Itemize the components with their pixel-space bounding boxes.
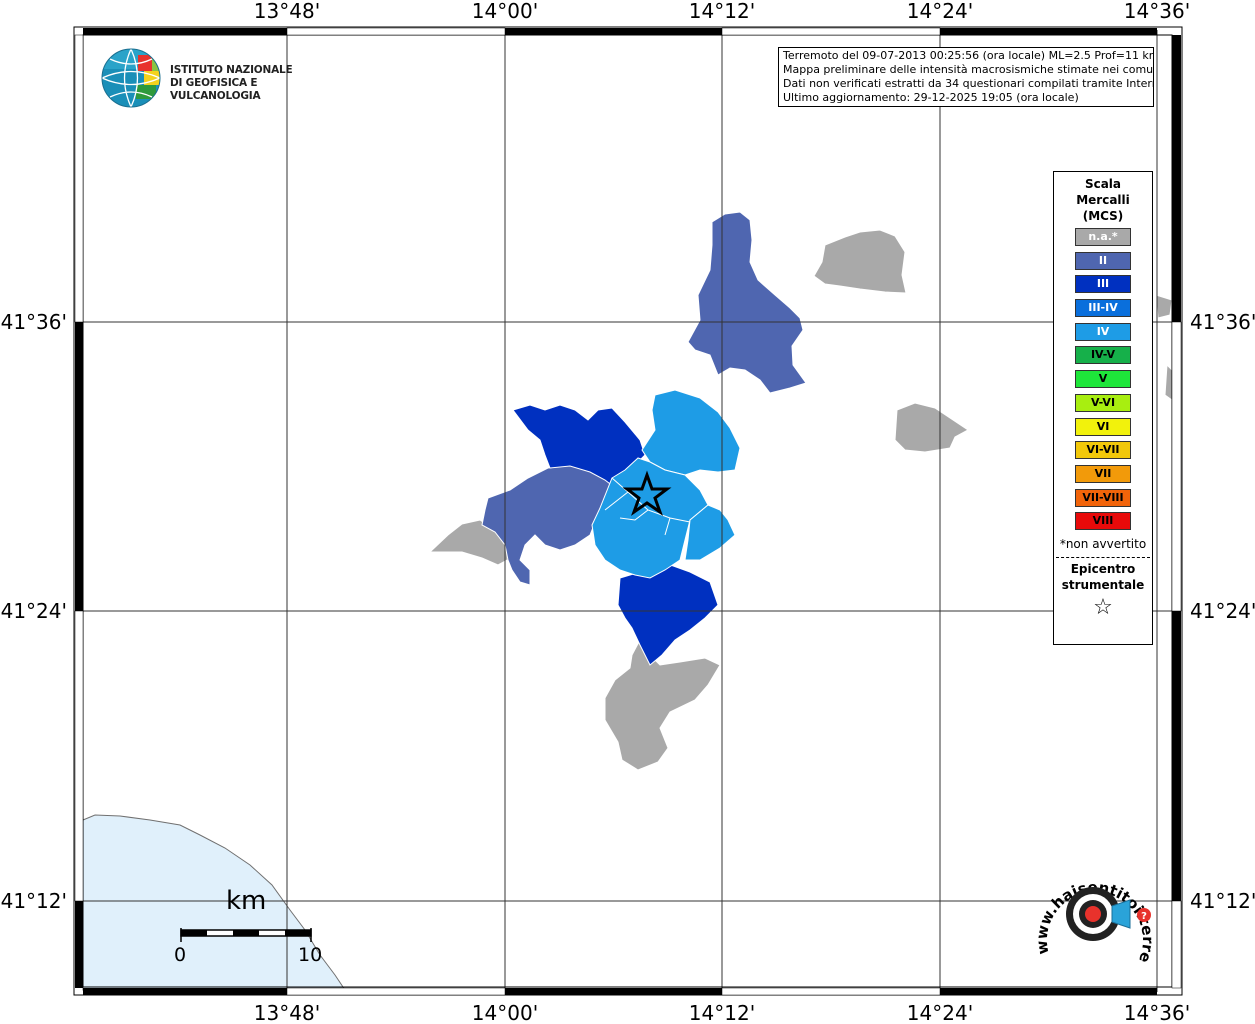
top-tick-label: 14°24' [907,0,973,23]
legend-swatch-vii: VII [1075,464,1131,483]
ingv-line1: ISTITUTO NAZIONALE [170,64,293,76]
top-tick-labels: 13°48' 14°00' 14°12' 14°24' 14°36' [254,0,1190,23]
legend-swatch-iv-v: IV-V [1075,346,1131,365]
legend-swatch-n-a-: n.a.* [1075,228,1131,246]
municipality-iv-north [641,389,741,476]
ingv-logo-text: ISTITUTO NAZIONALE DI GEOFISICA E VULCAN… [170,64,340,103]
right-tick-labels: 41°36' 41°24' 41°12' [1190,310,1255,913]
epicenter-legend-title: Epicentro strumentale [1054,561,1152,593]
graticule [83,30,1172,992]
municipality-na-1 [813,229,907,294]
scale-unit-label: km [226,886,267,916]
legend-title-line: Scala [1084,177,1122,191]
event-info-box: Terremoto del 09-07-2013 00:25:56 (ora l… [778,47,1154,107]
bottom-tick-label: 14°36' [1124,1001,1190,1024]
municipality-iii-south [617,562,719,666]
scale-label-zero: 0 [174,944,187,966]
ingv-line2: DI GEOFISICA E VULCANOLOGIA [170,77,261,102]
legend-swatch-viii: VIII [1075,512,1131,531]
right-tick-label: 41°36' [1190,310,1255,334]
bottom-tick-labels: 13°48' 14°00' 14°12' 14°24' 14°36' [254,1001,1190,1024]
legend-divider [1056,557,1150,559]
bottom-tick-label: 14°24' [907,1001,973,1024]
legend-title: Scala Mercalli (MCS) [1054,176,1152,224]
event-info-line: Terremoto del 09-07-2013 00:25:56 (ora l… [783,49,1154,62]
haisentitoilterremoto-logo[interactable]: www.haisentitoilterremoto.it ? [1030,862,1160,982]
top-tick-label: 13°48' [254,0,320,23]
left-tick-label: 41°12' [1,889,67,913]
bottom-tick-label: 14°12' [689,1001,755,1024]
event-info-line: Mappa preliminare delle intensità macros… [783,63,1154,76]
epicenter-legend-line: Epicentro [1070,562,1136,577]
ingv-logo: ISTITUTO NAZIONALE DI GEOFISICA E VULCAN… [100,47,340,111]
left-tick-labels: 41°36' 41°24' 41°12' [1,310,67,913]
legend-swatch-iii: III [1075,275,1131,294]
legend-swatch-vi: VI [1075,417,1131,436]
epicenter-legend-line: strumentale [1061,578,1145,593]
municipality-na-4 [604,639,721,771]
epicenter-star-icon [622,470,672,516]
municipality-na-2 [894,402,969,453]
municipality-ii-north [687,211,807,394]
bottom-tick-label: 13°48' [254,1001,320,1024]
epicenter-legend-star-icon: ☆ [1093,595,1113,621]
legend-title-line: (MCS) [1082,209,1124,223]
legend-swatch-vi-vii: VI-VII [1075,441,1131,460]
left-tick-label: 41°24' [1,599,67,623]
legend-swatch-iv: IV [1075,322,1131,341]
legend-title-line: Mercalli [1076,193,1130,207]
left-tick-label: 41°36' [1,310,67,334]
hai-question-icon: ? [1141,911,1147,922]
event-info-line: Dati non verificati estratti da 34 quest… [783,77,1154,90]
municipality-iv-border-lines [604,477,691,536]
non-avvertito-note: *non avvertito [1059,537,1147,552]
top-tick-label: 14°00' [472,0,538,23]
scale-bar [180,928,312,942]
top-tick-label: 14°36' [1124,0,1190,23]
legend-swatch-iii-iv: III-IV [1075,299,1131,318]
bottom-tick-label: 14°00' [472,1001,538,1024]
right-tick-label: 41°24' [1190,599,1255,623]
sea-area [82,814,346,991]
top-tick-label: 14°12' [689,0,755,23]
map-frame [73,26,1183,996]
legend-items: n.a.* II III III-IV IV IV-V V V-VI VI VI-VII VII VI… [1054,228,1152,531]
right-tick-label: 41°12' [1190,889,1255,913]
scale-label-ten: 10 [298,944,323,966]
event-info-line: Ultimo aggiornamento: 29-12-2025 19:05 (… [783,91,1079,104]
legend-swatch-v: V [1075,370,1131,389]
legend-swatch-vii-viii: VII-VIII [1075,488,1131,507]
mcs-legend: Scala Mercalli (MCS) n.a.* II III III-IV IV I… [1053,171,1153,645]
legend-swatch-v-vi: V-VI [1075,393,1131,412]
municipality-iv-center [591,457,709,579]
globe-icon [101,48,161,108]
legend-swatch-ii: II [1075,251,1131,270]
